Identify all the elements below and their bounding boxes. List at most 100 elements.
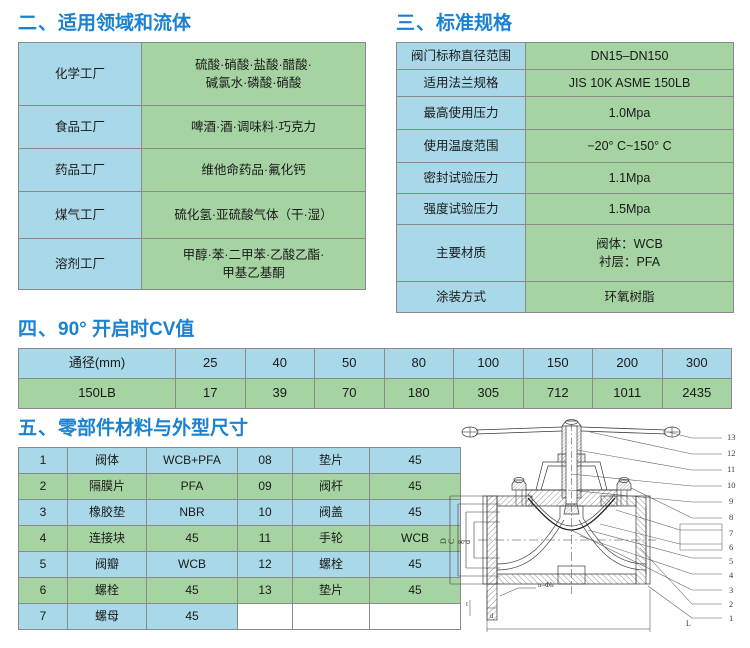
spec-value: 阀体：WCB 衬层：PFA [525,224,734,282]
table-row: 1 阀体 WCB+PFA 08 垫片 45 [18,447,461,474]
spec-value: 环氧树脂 [525,281,734,313]
table-row: 密封试验压力 1.1Mpa [396,162,734,194]
industry-cell: 溶剂工厂 [18,238,142,290]
standard-specs-table: 阀门标称直径范围 DN15–DN150 适用法兰规格 JIS 10K ASME … [396,42,734,313]
callout-3: 3 [729,585,733,595]
callout-13: 13 [727,432,736,442]
table-row: 煤气工厂 硫化氢·亚硫酸气体（干·湿） [18,191,366,239]
parts-materials-table: 1 阀体 WCB+PFA 08 垫片 45 2 隔膜片 PFA 09 阀杆 45… [18,447,461,630]
section-number: 五、 [18,418,59,439]
spec-label: 密封试验压力 [396,162,526,194]
part-no-2 [237,603,293,630]
callout-9: 9 [729,496,733,506]
part-material: WCB+PFA [146,447,238,474]
table-row: 药品工厂 维他命药品·氟化钙 [18,148,366,192]
section-heading-application-fields: 二、适用领域和流体 [18,14,191,33]
cv-value-cell: 305 [453,378,524,409]
part-material: PFA [146,473,238,500]
cv-value-cell: 39 [244,378,315,409]
cv-size-cell: 200 [592,348,663,379]
table-row: 化学工厂 硫酸·硝酸·盐酸·醋酸· 碱氯水·磷酸·硝酸 [18,42,366,106]
part-material-2: WCB [369,525,461,552]
spec-label: 涂装方式 [396,281,526,313]
application-fields-body: 化学工厂 硫酸·硝酸·盐酸·醋酸· 碱氯水·磷酸·硝酸 食品工厂 啤酒·酒·调味… [18,42,366,290]
section-number: 二、 [18,13,59,34]
part-no: 5 [18,551,68,578]
part-no-2: 10 [237,499,293,526]
table-row: 2 隔膜片 PFA 09 阀杆 45 [18,473,461,500]
part-name: 螺母 [67,603,147,630]
standard-specs-body: 阀门标称直径范围 DN15–DN150 适用法兰规格 JIS 10K ASME … [396,42,734,313]
cv-size-cell: 100 [453,348,524,379]
part-no: 7 [18,603,68,630]
dimension-label-g: g [455,540,464,544]
callout-5: 5 [729,556,733,566]
section-title: 90° 开启时CV值 [58,319,195,340]
dimension-label-C: C [447,539,456,544]
part-no: 4 [18,525,68,552]
callout-7: 7 [729,528,733,538]
table-row: 使用温度范围 −20° C~150° C [396,129,734,163]
section-title: 适用领域和流体 [58,13,192,34]
dimension-label-d2: d [463,540,472,544]
section-heading-standard-specs: 三、标准规格 [396,14,512,33]
fluids-cell: 维他命药品·氟化钙 [141,148,366,192]
callout-8: 8 [729,512,733,522]
table-row: 阀门标称直径范围 DN15–DN150 [396,42,734,70]
dimension-label-t: t [466,600,468,608]
table-row: 150LB 17 39 70 180 305 712 1011 2435 [18,378,732,409]
dimension-label-n-holes: n–Φh [538,581,554,589]
cv-size-cell: 50 [314,348,385,379]
part-no: 3 [18,499,68,526]
part-name: 阀瓣 [67,551,147,578]
table-row: 适用法兰规格 JIS 10K ASME 150LB [396,69,734,97]
cv-size-cell: 40 [244,348,315,379]
table-row: 5 阀瓣 WCB 12 螺栓 45 [18,551,461,578]
part-material: 45 [146,525,238,552]
callout-12: 12 [727,448,736,458]
application-fields-table: 化学工厂 硫酸·硝酸·盐酸·醋酸· 碱氯水·磷酸·硝酸 食品工厂 啤酒·酒·调味… [18,42,366,290]
section-number: 四、 [18,319,59,340]
callout-2: 2 [729,599,733,609]
fluids-cell: 硫化氢·亚硫酸气体（干·湿） [141,191,366,239]
part-name: 阀体 [67,447,147,474]
parts-materials-body: 1 阀体 WCB+PFA 08 垫片 45 2 隔膜片 PFA 09 阀杆 45… [18,447,461,630]
industry-cell: 煤气工厂 [18,191,142,239]
part-name-2: 螺栓 [292,551,370,578]
table-row: 涂装方式 环氧树脂 [396,281,734,313]
cv-value-cell: 1011 [592,378,663,409]
cv-value-cell: 712 [522,378,593,409]
part-material: 45 [146,577,238,604]
spec-value: DN15–DN150 [525,42,734,70]
spec-label: 强度试验压力 [396,193,526,225]
table-row: 3 橡胶垫 NBR 10 阀盖 45 [18,499,461,526]
part-no-2: 12 [237,551,293,578]
part-name-2: 垫片 [292,577,370,604]
callout-11: 11 [727,464,735,474]
dimension-label-L: L [686,619,691,628]
section-heading-cv-value: 四、90° 开启时CV值 [18,320,194,339]
cv-value-cell: 2435 [661,378,732,409]
part-no: 2 [18,473,68,500]
section-heading-parts-materials: 五、零部件材料与外型尺寸 [18,419,248,438]
table-row: 溶剂工厂 甲醇·苯·二甲苯·乙酸乙酯· 甲基乙基酮 [18,238,366,290]
cv-size-cell: 150 [522,348,593,379]
table-row: 7 螺母 45 [18,603,461,630]
spec-label: 主要材质 [396,224,526,282]
part-name: 螺栓 [67,577,147,604]
cv-value-cell: 17 [175,378,246,409]
part-no: 6 [18,577,68,604]
cv-size-cell: 80 [383,348,454,379]
part-material: 45 [146,603,238,630]
spec-value: −20° C~150° C [525,129,734,163]
part-name-2: 手轮 [292,525,370,552]
industry-cell: 食品工厂 [18,105,142,149]
part-no-2: 09 [237,473,293,500]
part-no-2: 13 [237,577,293,604]
spec-label: 最高使用压力 [396,96,526,130]
spec-label: 适用法兰规格 [396,69,526,97]
part-name-2 [292,603,370,630]
part-no-2: 11 [237,525,293,552]
table-row: 6 螺栓 45 13 垫片 45 [18,577,461,604]
